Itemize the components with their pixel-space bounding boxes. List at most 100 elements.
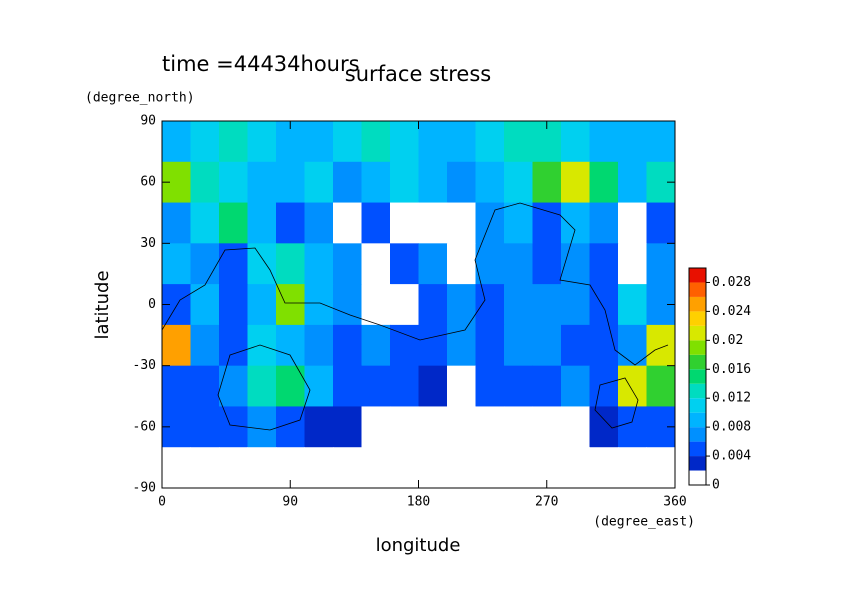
field-cell xyxy=(333,284,362,326)
field-cell xyxy=(190,243,220,285)
field-cell xyxy=(418,121,448,163)
colorbar-segment xyxy=(689,311,706,326)
field-cell xyxy=(190,406,220,448)
field-cell xyxy=(219,202,248,244)
field-cell xyxy=(219,284,248,326)
field-cell xyxy=(561,365,590,407)
colorbar-segment xyxy=(689,441,706,457)
field-cell xyxy=(361,161,391,204)
field-cell xyxy=(532,202,562,244)
field-cell xyxy=(162,324,191,367)
field-cell xyxy=(304,284,334,326)
field-cell xyxy=(447,447,476,489)
y-axis-label: latitude xyxy=(92,270,113,339)
field-cell xyxy=(390,406,419,448)
field-cell xyxy=(618,324,647,367)
field-cell xyxy=(219,365,248,407)
field-cell xyxy=(646,324,676,367)
field-cell xyxy=(162,243,191,285)
field-cell xyxy=(532,324,562,367)
colorbar-segment xyxy=(689,296,706,312)
field-cell xyxy=(646,243,676,285)
field-cell xyxy=(304,406,334,448)
field-cell xyxy=(618,121,647,163)
colorbar-segment xyxy=(689,354,706,370)
field-cell xyxy=(190,284,220,326)
field-cell xyxy=(247,161,277,204)
colorbar-tick-label: 0.024 xyxy=(712,304,751,319)
field-cell xyxy=(162,447,191,489)
y-tick-label: 30 xyxy=(140,236,156,251)
field-cell xyxy=(276,324,305,367)
field-cell xyxy=(190,202,220,244)
field-cell xyxy=(561,202,590,244)
x-tick-label: 270 xyxy=(535,495,558,510)
field-cell xyxy=(475,324,505,367)
colorbar-segment xyxy=(689,427,706,442)
field-cell xyxy=(504,406,533,448)
field-cell xyxy=(247,284,277,326)
field-cell xyxy=(646,365,676,407)
field-cell xyxy=(361,406,391,448)
colorbar-segment xyxy=(689,369,706,384)
field-cell xyxy=(304,365,334,407)
field-cell xyxy=(532,243,562,285)
field-cell xyxy=(190,365,220,407)
field-cell xyxy=(390,121,419,163)
field-cell xyxy=(504,324,533,367)
field-cell xyxy=(532,284,562,326)
field-cell xyxy=(276,406,305,448)
field-cell xyxy=(247,121,277,163)
field-cell xyxy=(390,365,419,407)
x-tick-label: 0 xyxy=(158,495,166,510)
field-cell xyxy=(447,324,476,367)
field-cell xyxy=(475,243,505,285)
field-cell xyxy=(304,121,334,163)
field-cell xyxy=(589,365,619,407)
field-cell xyxy=(418,243,448,285)
field-cell xyxy=(618,447,647,489)
field-cell xyxy=(504,161,533,204)
y-tick-label: 90 xyxy=(140,114,156,129)
field-cell xyxy=(618,365,647,407)
colorbar-frame xyxy=(688,267,707,486)
field-cell xyxy=(390,161,419,204)
field-cell xyxy=(532,406,562,448)
field-cell xyxy=(418,202,448,244)
field-cell xyxy=(447,406,476,448)
x-tick-label: 90 xyxy=(282,495,298,510)
field-cell xyxy=(418,365,448,407)
colorbar-segment xyxy=(689,412,706,428)
colorbar-tick-label: 0 xyxy=(712,478,720,493)
field-cell xyxy=(561,243,590,285)
field-cell xyxy=(390,324,419,367)
colorbar-segment xyxy=(689,282,706,297)
field-cell xyxy=(561,324,590,367)
colorbar-tick-label: 0.012 xyxy=(712,391,751,406)
field-cell xyxy=(475,284,505,326)
y-tick-label: -60 xyxy=(133,419,156,434)
field-cell xyxy=(589,202,619,244)
field-cell xyxy=(276,365,305,407)
colorbar-segment xyxy=(689,383,706,399)
field-cell xyxy=(475,365,505,407)
field-cell xyxy=(390,284,419,326)
field-cell xyxy=(361,243,391,285)
field-cell xyxy=(646,202,676,244)
field-cell xyxy=(276,284,305,326)
field-cell xyxy=(304,161,334,204)
field-cell xyxy=(447,243,476,285)
field-cell xyxy=(447,161,476,204)
colorbar-tick-label: 0.028 xyxy=(712,275,751,290)
field-cell xyxy=(361,365,391,407)
chart-title: surface stress xyxy=(345,62,491,86)
field-cell xyxy=(304,202,334,244)
field-cell xyxy=(333,202,362,244)
x-tick-label: 180 xyxy=(407,495,430,510)
subtitle: time =44434hours xyxy=(162,52,360,76)
field-cell xyxy=(475,447,505,489)
field-cell xyxy=(418,324,448,367)
field-cell xyxy=(219,324,248,367)
field-cell xyxy=(361,324,391,367)
field-cell xyxy=(333,324,362,367)
